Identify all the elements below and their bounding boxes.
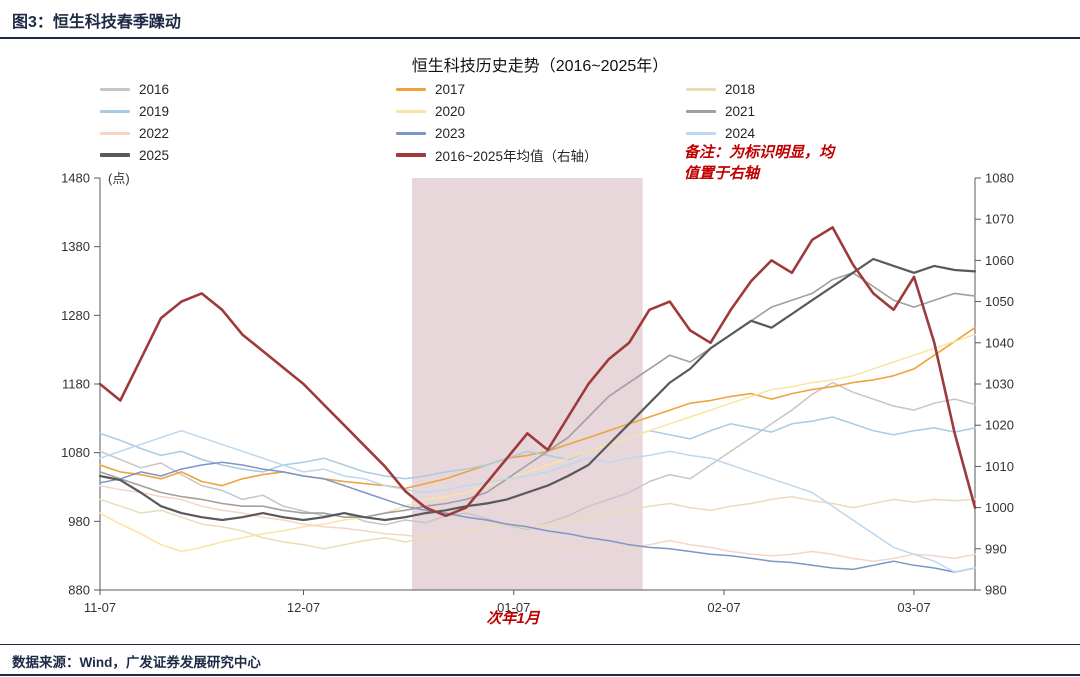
legend-swatch	[396, 87, 426, 91]
right-tick-label: 1050	[985, 294, 1014, 309]
right-tick-label: 980	[985, 583, 1007, 598]
right-tick-label: 1000	[985, 500, 1014, 515]
left-tick-label: 980	[68, 514, 90, 529]
legend-label: 2016	[139, 81, 170, 97]
top-divider	[0, 37, 1080, 39]
figure-title: 图3：恒生科技春季躁动	[12, 14, 181, 31]
right-tick-label: 1080	[985, 171, 1014, 186]
series-line-2016-2025-	[98, 226, 977, 518]
legend-item-2016: 2016	[100, 78, 396, 100]
source-top-divider	[0, 644, 1080, 645]
left-tick-label: 1080	[61, 445, 90, 460]
left-tick-label: 1380	[61, 239, 90, 254]
x-axis-annotation: 次年1月	[486, 610, 540, 627]
legend-label: 2024	[725, 125, 756, 141]
right-tick-label: 1010	[985, 459, 1014, 474]
legend-item-2018: 2018	[686, 78, 940, 100]
legend-label: 2025	[139, 147, 170, 163]
x-tick-label: 01-07	[497, 600, 530, 615]
legend-item-2023: 2023	[396, 122, 686, 144]
right-tick-label: 990	[985, 541, 1007, 556]
series-line-2021	[99, 271, 976, 519]
note-line-2: 值置于右轴	[684, 165, 760, 182]
right-tick-label: 1040	[985, 335, 1014, 350]
note-annotation: 备注：为标识明显，均 值置于右轴	[684, 142, 894, 184]
legend-swatch	[100, 87, 130, 91]
legend-item-2021: 2021	[686, 100, 940, 122]
right-tick-label: 1030	[985, 377, 1014, 392]
legend-item-2025: 2025	[100, 144, 396, 166]
series-line-2022	[99, 484, 976, 562]
legend-swatch	[396, 109, 426, 113]
legend-swatch	[100, 131, 130, 135]
legend-swatch	[396, 153, 426, 157]
legend-swatch	[396, 131, 426, 135]
chart-title: 恒生科技历史走势（2016~2025年）	[411, 58, 669, 75]
series-line-2025	[98, 257, 977, 522]
source-text: 数据来源：Wind，广发证券发展研究中心	[12, 655, 261, 670]
legend-label: 2020	[435, 103, 466, 119]
series-line-2020	[99, 333, 976, 553]
series-line-2023	[99, 461, 976, 573]
series-line-2019	[99, 416, 976, 480]
highlight-band	[412, 178, 643, 590]
x-tick-label: 12-07	[287, 600, 320, 615]
bottom-divider	[0, 674, 1080, 676]
chart-legend: 2016 2017 2018 2019 2020 2021 2022 2023 2024 2025…	[100, 78, 940, 166]
legend-item-2017: 2017	[396, 78, 686, 100]
x-tick-label: 11-07	[84, 600, 116, 615]
legend-label: 2016~2025年均值（右轴）	[435, 149, 598, 164]
legend-label: 2021	[725, 103, 756, 119]
legend-swatch	[100, 153, 130, 157]
x-tick-label: 03-07	[897, 600, 930, 615]
right-tick-label: 1070	[985, 212, 1014, 227]
legend-label: 2023	[435, 125, 466, 141]
legend-item-2020: 2020	[396, 100, 686, 122]
legend-swatch	[686, 131, 716, 135]
legend-item-2024: 2024	[686, 122, 940, 144]
legend-swatch	[100, 109, 130, 113]
legend-label: 2018	[725, 81, 756, 97]
legend-label: 2017	[435, 81, 466, 97]
left-tick-label: 880	[68, 583, 90, 598]
left-tick-label: 1180	[62, 377, 90, 392]
right-tick-label: 1060	[985, 253, 1014, 268]
x-tick-label: 02-07	[707, 600, 740, 615]
left-axis-unit-label: (点)	[108, 171, 130, 186]
legend-item-2016-2025-: 2016~2025年均值（右轴）	[396, 144, 686, 166]
right-tick-label: 1020	[985, 418, 1014, 433]
legend-swatch	[686, 87, 716, 91]
legend-label: 2019	[139, 103, 170, 119]
left-tick-label: 1480	[61, 171, 90, 186]
legend-item-2022: 2022	[100, 122, 396, 144]
left-tick-label: 1280	[61, 308, 90, 323]
legend-swatch	[686, 109, 716, 113]
legend-label: 2022	[139, 125, 170, 141]
note-line-1: 备注：为标识明显，均	[684, 144, 835, 161]
series-line-2024	[99, 429, 976, 573]
legend-item-2019: 2019	[100, 100, 396, 122]
